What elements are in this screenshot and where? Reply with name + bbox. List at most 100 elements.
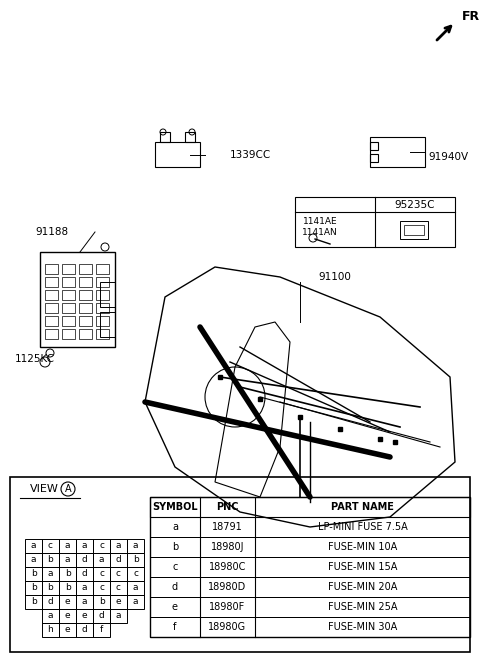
Bar [45,277,58,287]
Bar [127,567,144,581]
Bar [45,316,58,326]
Bar [96,329,109,339]
Text: d: d [98,612,104,620]
Bar [400,221,428,239]
Bar [79,277,92,287]
Bar [93,539,110,553]
Text: c: c [99,583,104,593]
Text: 1125KC: 1125KC [15,354,55,364]
Bar [25,581,42,595]
Bar [93,581,110,595]
Bar [150,557,470,577]
Text: FUSE-MIN 25A: FUSE-MIN 25A [328,602,397,612]
Bar [42,623,59,637]
Text: 95235C: 95235C [395,200,435,210]
Text: b: b [172,542,178,552]
Text: d: d [172,582,178,592]
Bar [110,539,127,553]
Text: a: a [99,556,104,564]
Text: e: e [172,602,178,612]
Bar [93,553,110,567]
Bar [79,303,92,313]
Text: 1339CC: 1339CC [230,150,271,160]
Text: FUSE-MIN 20A: FUSE-MIN 20A [328,582,397,592]
Text: a: a [116,612,121,620]
Text: 18791: 18791 [212,522,243,532]
Text: d: d [48,597,53,606]
Bar [79,329,92,339]
Bar [96,303,109,313]
Bar [25,567,42,581]
Bar [370,142,378,150]
Text: c: c [48,541,53,551]
Bar [59,595,76,609]
Bar [79,264,92,274]
Bar [45,290,58,300]
Text: a: a [48,570,53,579]
Text: d: d [82,570,87,579]
Bar [150,517,470,537]
Text: b: b [48,556,53,564]
Text: A: A [65,484,72,494]
Bar [150,597,470,617]
Bar [42,567,59,581]
Text: a: a [65,541,70,551]
Bar [155,142,200,167]
Bar [76,595,93,609]
Text: e: e [65,625,70,635]
Bar [93,623,110,637]
Text: a: a [82,597,87,606]
Bar [110,581,127,595]
Bar [25,553,42,567]
Text: e: e [65,612,70,620]
Text: 18980D: 18980D [208,582,247,592]
Bar [59,609,76,623]
Bar [59,539,76,553]
Text: FUSE-MIN 30A: FUSE-MIN 30A [328,622,397,632]
Bar [25,595,42,609]
Text: e: e [65,597,70,606]
Bar [62,264,75,274]
Bar [96,316,109,326]
Text: 18980C: 18980C [209,562,246,572]
Text: b: b [48,583,53,593]
Bar [62,303,75,313]
Text: PART NAME: PART NAME [331,502,394,512]
Text: f: f [100,625,103,635]
Text: d: d [116,556,121,564]
Text: b: b [31,597,36,606]
Bar [45,303,58,313]
Bar [10,477,470,652]
Text: c: c [172,562,178,572]
Bar [110,595,127,609]
Bar [42,609,59,623]
Text: FUSE-MIN 15A: FUSE-MIN 15A [328,562,397,572]
Text: a: a [172,522,178,532]
Text: c: c [133,570,138,579]
Bar [76,581,93,595]
Text: LP-MINI FUSE 7.5A: LP-MINI FUSE 7.5A [318,522,408,532]
Text: 91100: 91100 [318,272,351,282]
Bar [76,623,93,637]
Bar [45,264,58,274]
Text: 18980G: 18980G [208,622,247,632]
Bar [62,277,75,287]
Text: VIEW: VIEW [30,484,59,494]
Bar [25,539,42,553]
Text: b: b [65,570,71,579]
Bar [59,553,76,567]
Bar [62,290,75,300]
Text: a: a [82,541,87,551]
Bar [150,577,470,597]
Bar [59,567,76,581]
Bar [370,154,378,162]
Text: a: a [31,541,36,551]
Bar [127,553,144,567]
Bar [110,567,127,581]
Bar [404,225,424,235]
Bar [76,567,93,581]
Bar [295,197,455,247]
Bar [150,537,470,557]
Text: f: f [173,622,177,632]
Bar [42,595,59,609]
